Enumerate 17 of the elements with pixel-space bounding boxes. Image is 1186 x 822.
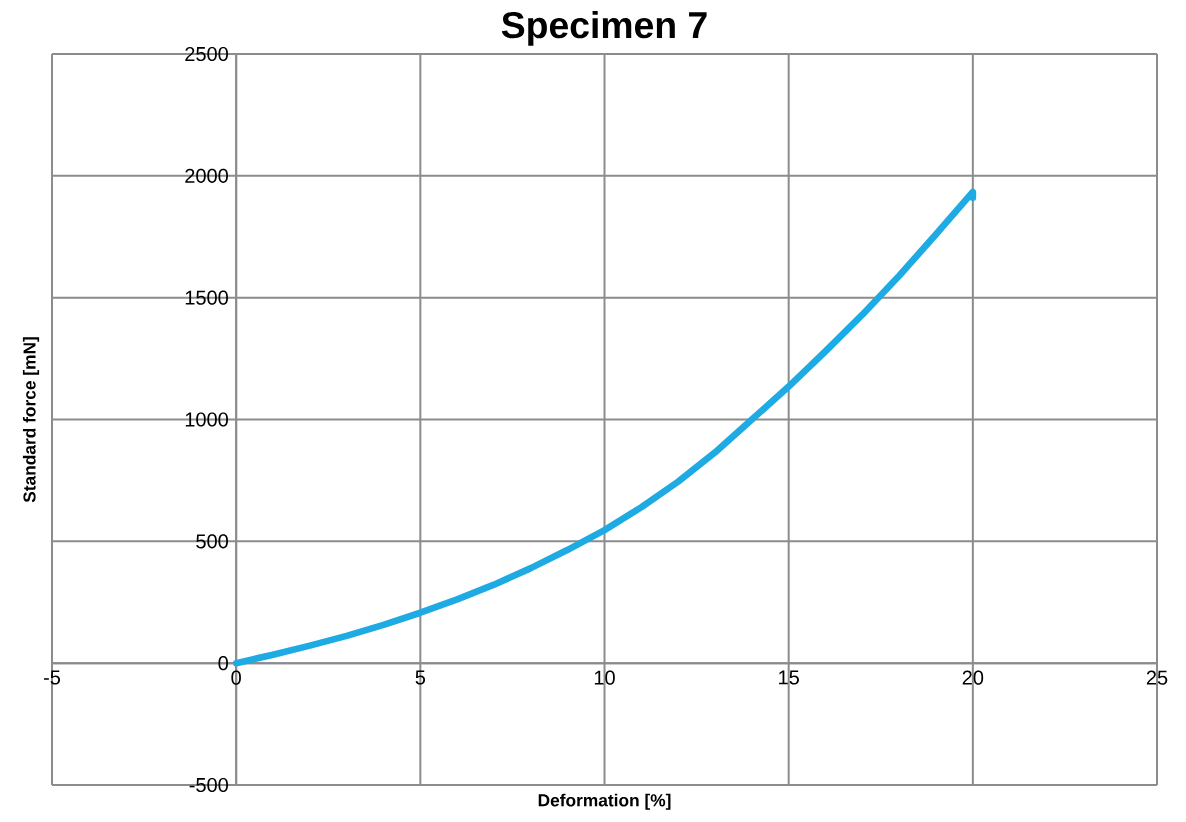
y-axis-title: Standard force [mN] [22, 337, 40, 503]
x-tick-label: 15 [779, 670, 799, 685]
y-tick-label: 1500 [185, 290, 228, 305]
y-tick-label: 0 [218, 656, 228, 671]
x-tick-label: -5 [43, 670, 61, 685]
x-axis-title: Deformation [%] [538, 793, 671, 810]
y-tick-label: 500 [196, 534, 228, 549]
x-tick-label: 5 [415, 670, 426, 685]
x-tick-label: 20 [962, 670, 984, 685]
y-tick-label: -500 [189, 777, 228, 793]
y-tick-label: 2000 [185, 168, 228, 183]
x-tick-label: 10 [594, 670, 615, 685]
x-tick-label: 0 [231, 670, 241, 685]
y-tick-label: 1000 [185, 412, 228, 427]
chart-title: Specimen 7 [501, 10, 707, 46]
y-tick-label: 2500 [185, 46, 228, 62]
x-tick-label: 25 [1146, 670, 1168, 685]
